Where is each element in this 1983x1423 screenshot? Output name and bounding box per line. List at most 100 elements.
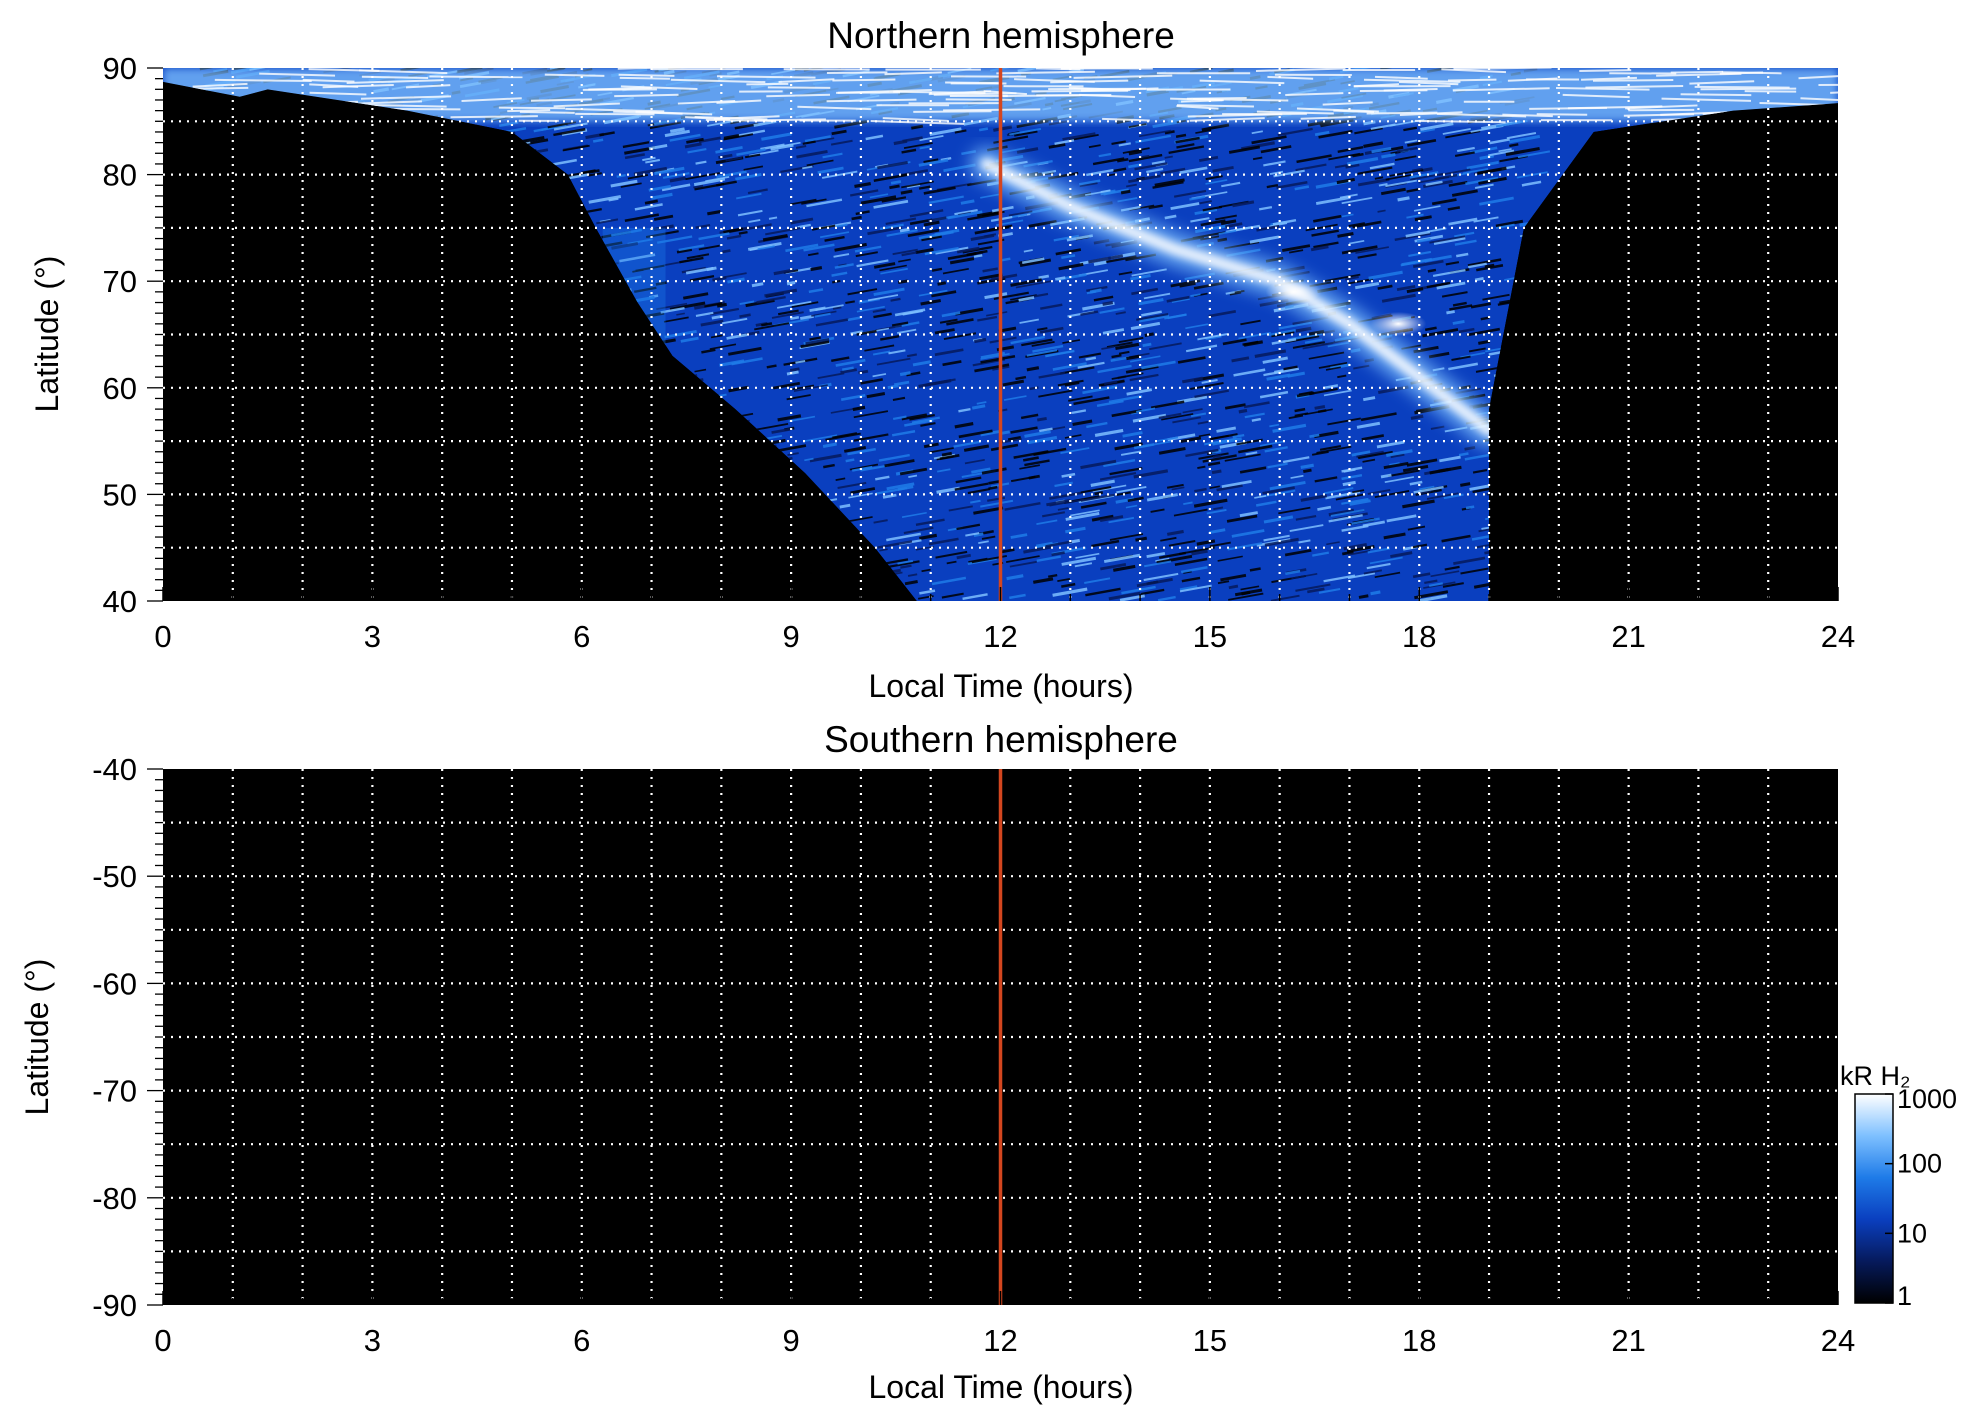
emission-streak (645, 158, 661, 164)
emission-streak (1352, 220, 1382, 229)
emission-streak (1484, 263, 1495, 268)
emission-streak (1317, 409, 1327, 414)
emission-streak (1215, 214, 1237, 221)
emission-streak (1062, 132, 1096, 141)
emission-streak (1048, 142, 1066, 149)
emission-streak (1418, 594, 1448, 601)
emission-streak (1093, 260, 1107, 267)
y-tick-label: -40 (92, 752, 137, 787)
emission-streak (1010, 335, 1045, 345)
emission-streak (624, 153, 646, 160)
emission-streak (1341, 245, 1378, 255)
emission-streak (1146, 167, 1164, 174)
emission-streak (1442, 128, 1471, 135)
emission-streak (1430, 425, 1445, 430)
emission-streak (1453, 556, 1486, 565)
emission-streak (955, 476, 982, 484)
emission-streak (1093, 295, 1114, 302)
emission-streak (770, 143, 794, 151)
emission-streak (1406, 458, 1438, 467)
polar-cap-streak (1798, 74, 1838, 80)
emission-streak (616, 173, 626, 178)
emission-streak (1410, 414, 1424, 420)
emission-streak (954, 209, 978, 216)
polar-cap-streak (1562, 93, 1630, 99)
emission-streak (1282, 456, 1310, 464)
emission-streak (893, 380, 910, 387)
emission-streak (1120, 450, 1142, 456)
x-tick-label: 15 (1193, 1323, 1227, 1358)
emission-streak (757, 245, 775, 251)
emission-streak (1036, 327, 1048, 331)
emission-streak (1101, 345, 1115, 350)
emission-streak (723, 133, 754, 141)
emission-streak (1269, 222, 1288, 228)
emission-streak (1477, 166, 1507, 175)
polar-cap-streak (1661, 97, 1752, 102)
emission-streak (842, 366, 854, 371)
emission-streak (1449, 304, 1473, 311)
emission-streak (1205, 175, 1223, 181)
emission-streak (1179, 584, 1212, 593)
emission-streak (681, 266, 706, 274)
emission-streak (823, 463, 835, 469)
emission-streak (867, 226, 903, 236)
emission-streak (686, 137, 704, 144)
emission-streak (1266, 183, 1279, 189)
emission-streak (1228, 584, 1239, 590)
emission-streak (900, 564, 912, 569)
polar-cap-streak (1399, 111, 1463, 117)
emission-streak (1517, 150, 1551, 159)
emission-streak (1259, 440, 1285, 447)
emission-streak (1358, 594, 1369, 599)
polar-cap-streak (259, 72, 336, 77)
emission-streak (1357, 166, 1393, 175)
polar-cap-streak (832, 78, 896, 82)
emission-streak (1183, 570, 1192, 574)
emission-streak (1249, 235, 1280, 244)
emission-streak (881, 196, 907, 203)
emission-streak (719, 359, 745, 367)
emission-streak (1298, 539, 1311, 544)
emission-streak (977, 210, 1001, 217)
emission-streak (923, 186, 956, 195)
emission-streak (1103, 380, 1118, 386)
emission-streak (1102, 328, 1125, 335)
emission-streak (1311, 229, 1339, 237)
emission-streak (873, 312, 892, 319)
emission-streak (694, 368, 707, 373)
emission-streak (845, 300, 855, 305)
emission-streak (1131, 268, 1167, 277)
emission-streak (1385, 179, 1418, 188)
emission-streak (1218, 229, 1237, 235)
emission-streak (1370, 590, 1381, 596)
emission-streak (680, 336, 699, 343)
emission-streak (1182, 408, 1203, 414)
polar-cap-streak (309, 91, 367, 96)
emission-streak (853, 433, 889, 442)
emission-streak (1289, 524, 1324, 533)
emission-streak (1356, 421, 1381, 429)
emission-streak (980, 352, 1010, 360)
emission-streak (1464, 453, 1491, 461)
emission-streak (1508, 134, 1541, 144)
emission-streak (843, 446, 867, 453)
emission-streak (1317, 505, 1332, 511)
emission-streak (872, 308, 886, 313)
emission-streak (1091, 514, 1114, 522)
emission-streak (1310, 245, 1329, 252)
emission-streak (664, 329, 697, 339)
emission-streak (588, 194, 622, 204)
emission-streak (682, 292, 709, 300)
emission-streak (1323, 384, 1339, 390)
emission-streak (611, 228, 643, 237)
emission-streak (1319, 444, 1342, 451)
polar-cap-streak (1660, 111, 1728, 116)
emission-streak (1314, 476, 1338, 483)
emission-streak (1410, 172, 1444, 181)
emission-streak (728, 346, 762, 356)
emission-streak (1007, 436, 1021, 441)
emission-streak (1156, 436, 1179, 443)
emission-streak (619, 253, 656, 263)
emission-streak (1426, 492, 1459, 500)
